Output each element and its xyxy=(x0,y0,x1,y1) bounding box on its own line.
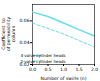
svg-text:0.5: 0.5 xyxy=(44,67,51,72)
svg-text:0.06: 0.06 xyxy=(19,18,29,23)
svg-text:1.5: 1.5 xyxy=(75,67,82,72)
svg-text:0.0: 0.0 xyxy=(29,67,36,72)
svg-text:2-valve cylinder heads: 2-valve cylinder heads xyxy=(20,59,65,64)
svg-text:2.0: 2.0 xyxy=(91,67,98,72)
svg-text:Coefficient toof permeability: Coefficient toof permeabilitycolumn xyxy=(1,17,16,51)
svg-text:1.0: 1.0 xyxy=(60,67,67,72)
svg-text:Number of swirls (n): Number of swirls (n) xyxy=(41,76,87,81)
svg-text:4-valve cylinder heads: 4-valve cylinder heads xyxy=(20,53,65,58)
svg-text:0.04: 0.04 xyxy=(19,40,29,45)
